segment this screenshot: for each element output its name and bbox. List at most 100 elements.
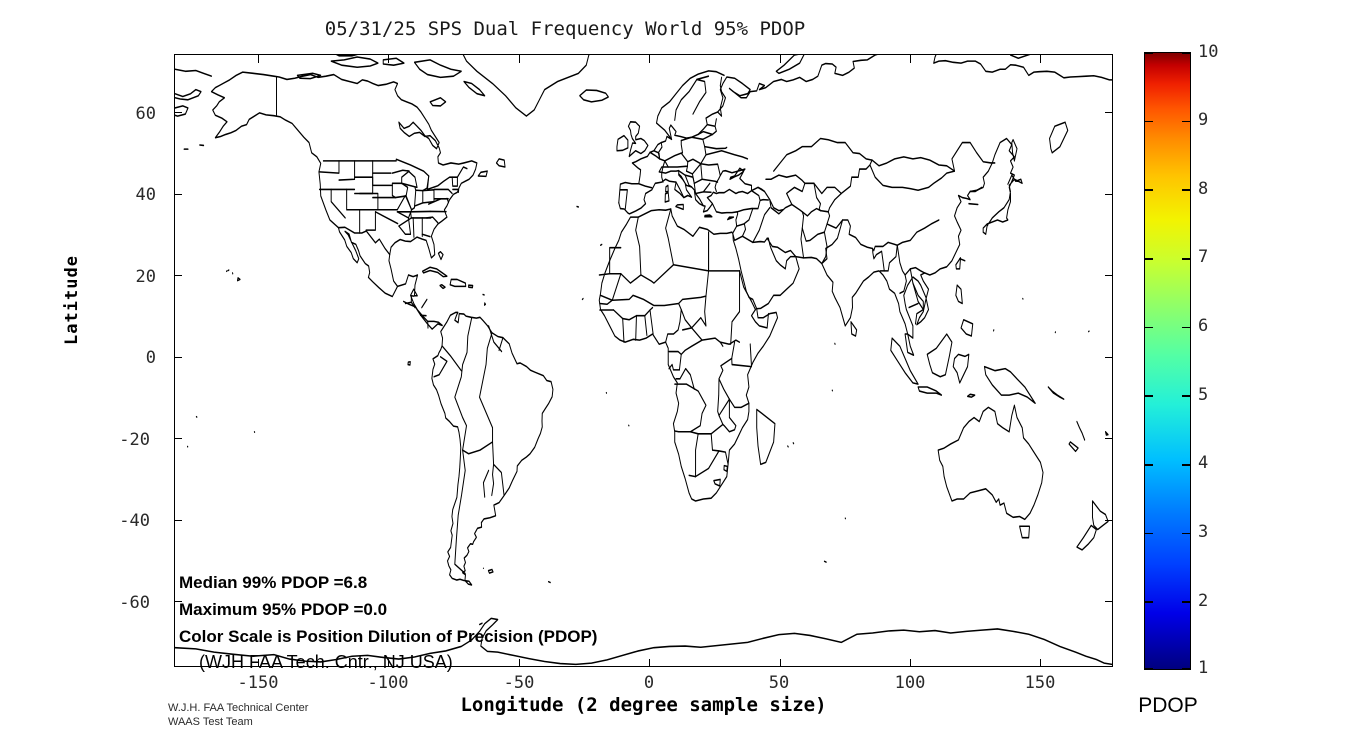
border-belarus-ukraine: [704, 145, 728, 150]
cb-tick-10-right: [1182, 52, 1191, 54]
border-morocco-algeria: [635, 216, 642, 276]
border-bolivia-south: [462, 441, 494, 455]
border-slovakia-hungary: [685, 158, 702, 175]
border-russia-mongolia-china: [871, 141, 996, 172]
cb-tick-7-left: [1144, 258, 1153, 260]
sulawesi: [952, 353, 970, 384]
border-western-sahara: [609, 246, 622, 275]
border-france-east: [649, 151, 666, 183]
nova-scotia: [477, 170, 488, 178]
tick-y-0: [174, 357, 182, 358]
border-indiana: [413, 189, 424, 207]
border-myanmar-india: [883, 244, 898, 272]
sicily: [675, 203, 684, 211]
border-bosnia: [684, 174, 693, 188]
border-china-internal1: [896, 219, 940, 246]
border-guyana: [488, 325, 503, 353]
south-america-coast: [431, 311, 554, 586]
italy-east-coast: [674, 181, 689, 199]
borneo: [926, 333, 953, 378]
border-korea-china: [969, 186, 983, 193]
border-ok-tx: [374, 211, 399, 225]
footer-line-1: W.J.H. FAA Technical Center: [168, 702, 309, 714]
border-az-nm-ut: [346, 188, 361, 234]
cb-tick-3-right: [1182, 532, 1191, 535]
border-michigan: [422, 175, 430, 192]
border-syria-south: [736, 207, 754, 227]
tick-y-60: [174, 112, 182, 113]
border-cambodia-thailand: [908, 302, 919, 309]
madagascar: [756, 408, 776, 466]
tick-x-50-top: [780, 55, 781, 63]
falkland-islands: [487, 568, 494, 574]
tick-x-50: [780, 659, 781, 667]
colorbar-title: PDOP: [1138, 694, 1198, 717]
border-nc-sc: [426, 216, 439, 224]
border-india-pakistan: [821, 219, 844, 265]
border-china-kazakhstan: [827, 159, 873, 213]
border-tanzania: [718, 357, 750, 409]
cb-tick-9-left: [1144, 120, 1153, 123]
north-america-coast: [210, 71, 478, 288]
border-togo-benin: [644, 314, 648, 337]
map-plot-area[interactable]: Median 99% PDOP =6.8 Maximum 95% PDOP =0…: [174, 54, 1113, 672]
border-brazil-south: [479, 332, 505, 496]
border-korea-dmz: [968, 202, 979, 206]
border-georgia-armenia: [757, 186, 766, 193]
border-himalaya: [826, 219, 898, 252]
tick-x-0: [649, 659, 650, 667]
border-iran-east: [769, 198, 805, 259]
cb-tick-1-left: [1144, 668, 1153, 670]
tick-x-m100-top: [388, 55, 389, 63]
border-somalia-ethiopia: [751, 308, 769, 329]
new-caledonia: [1068, 441, 1079, 453]
border-ga-fl: [421, 233, 431, 238]
x-tick-label-150: 150: [1024, 673, 1056, 693]
novaya-zemlya: [775, 55, 805, 75]
cb-tick-10-left: [1144, 52, 1153, 54]
cb-tick-8-right: [1182, 189, 1191, 191]
border-myanmar-east: [896, 244, 907, 295]
x-tick-label-0: 0: [643, 673, 655, 693]
border-afghanistan: [801, 207, 831, 242]
border-russia-kazakhstan: [773, 137, 873, 172]
tick-y-20-right: [1105, 275, 1113, 276]
border-tx-nm: [365, 211, 376, 231]
border-pa-ny: [433, 188, 453, 195]
solomon-islands: [1047, 386, 1065, 400]
antarctica-coast: [175, 617, 1112, 666]
africa-coast: [598, 208, 779, 502]
taiwan: [955, 257, 962, 270]
border-bangladesh: [872, 247, 885, 272]
tick-x-m100: [388, 659, 389, 667]
annotation-maximum-pdop: Maximum 95% PDOP =0.0: [179, 600, 388, 619]
tick-y-40-right: [1105, 194, 1113, 195]
border-germany-south: [664, 152, 689, 168]
border-ma-ct-ri: [452, 188, 460, 194]
lesotho: [713, 478, 721, 487]
eurasia-north-coast: [618, 55, 1112, 204]
cb-tick-3-left: [1144, 532, 1153, 535]
footer-line-2: WAAS Test Team: [168, 716, 253, 728]
sri-lanka: [850, 321, 858, 337]
cb-label-9: 9: [1198, 110, 1209, 130]
tick-x-100-top: [910, 55, 911, 63]
border-turkmenistan-iran: [786, 192, 793, 206]
border-greece-albania: [695, 192, 704, 207]
tasmania: [1019, 525, 1030, 539]
border-guinea-coast: [613, 306, 654, 321]
border-luxembourg: [658, 152, 661, 160]
cb-tick-6-right: [1182, 326, 1191, 329]
caspian-south-coast: [751, 186, 784, 212]
border-colombia-south: [441, 345, 462, 372]
border-ghana-west: [635, 314, 637, 341]
border-id-mt: [338, 160, 356, 181]
south-georgia: [548, 580, 551, 584]
cb-tick-8-left: [1144, 189, 1153, 191]
banks-island: [296, 72, 322, 80]
border-chad-car: [680, 295, 707, 329]
chukotka-south: [175, 88, 202, 101]
persian-gulf: [766, 237, 797, 270]
colorbar[interactable]: 10 9 8 7 6 5 4 3 2 1: [1144, 42, 1218, 678]
tick-y-m60-right: [1105, 601, 1113, 602]
